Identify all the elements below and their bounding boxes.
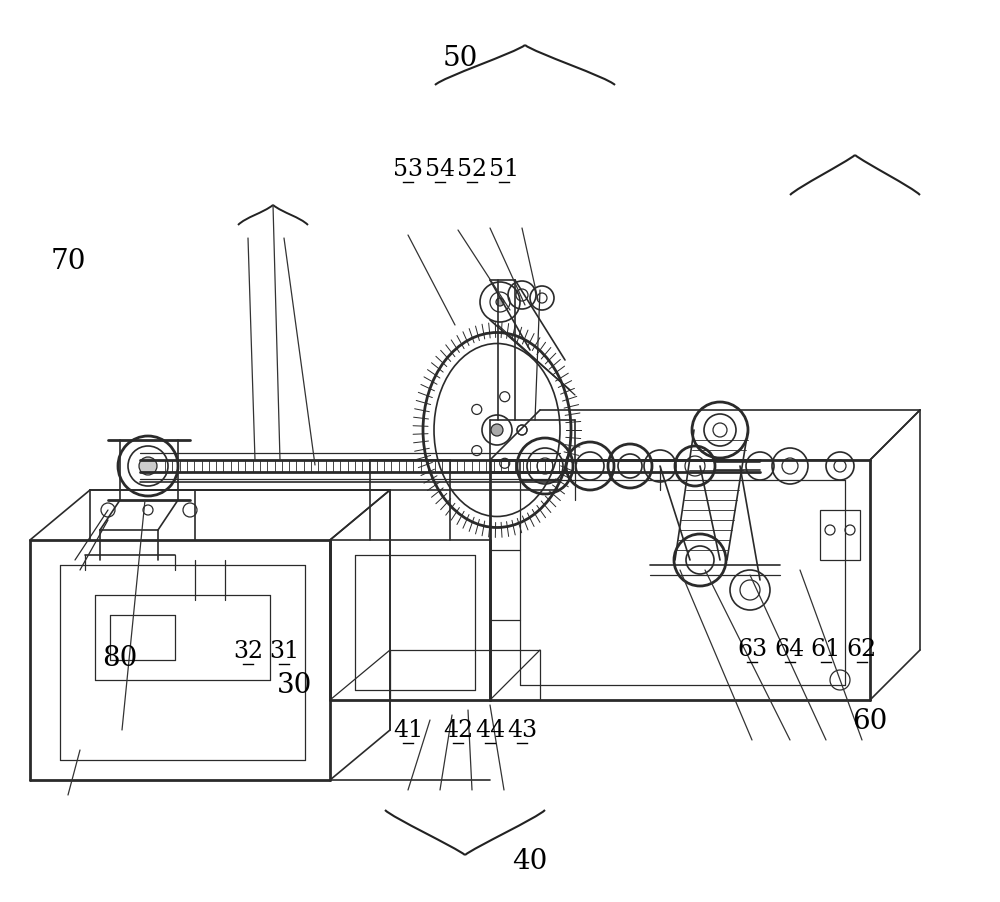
Text: 41: 41: [393, 719, 423, 742]
Text: 51: 51: [489, 158, 519, 181]
Text: 52: 52: [457, 158, 487, 181]
Text: 40: 40: [512, 848, 548, 875]
Text: 50: 50: [442, 45, 478, 72]
Text: 61: 61: [811, 638, 841, 661]
Text: 31: 31: [269, 640, 299, 663]
Text: 62: 62: [847, 638, 877, 661]
Text: 64: 64: [775, 638, 805, 661]
Text: 30: 30: [277, 672, 313, 699]
Bar: [820, 510, 860, 560]
Text: 70: 70: [50, 248, 86, 275]
Text: 42: 42: [443, 719, 473, 742]
Circle shape: [496, 298, 504, 306]
Text: 54: 54: [425, 158, 455, 181]
Text: 80: 80: [102, 645, 138, 672]
Text: 43: 43: [507, 719, 537, 742]
Circle shape: [491, 424, 503, 436]
Text: 53: 53: [393, 158, 423, 181]
Text: 60: 60: [852, 708, 888, 735]
Text: 44: 44: [475, 719, 505, 742]
Text: 63: 63: [737, 638, 767, 661]
Circle shape: [139, 457, 157, 475]
Text: 32: 32: [233, 640, 263, 663]
